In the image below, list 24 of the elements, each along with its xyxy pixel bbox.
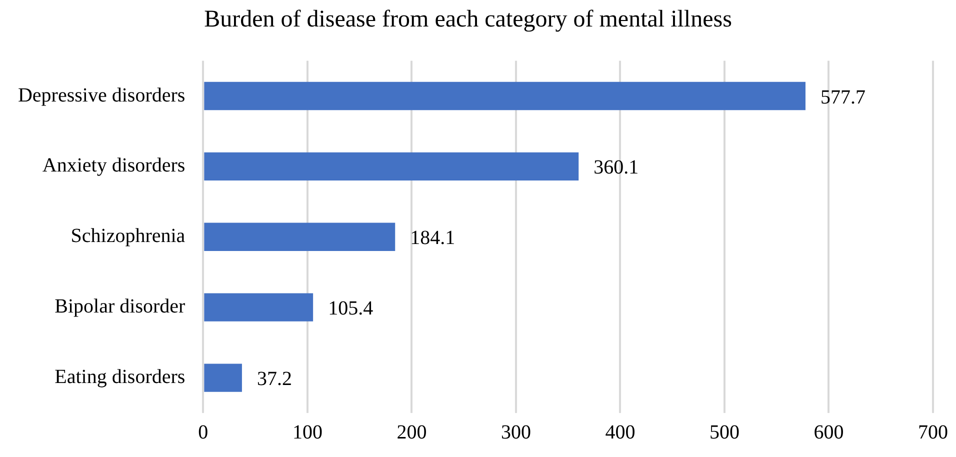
data-label: 360.1: [594, 156, 639, 179]
x-tick-label: 300: [500, 421, 531, 444]
x-tick-label: 200: [396, 421, 427, 444]
data-label: 577.7: [820, 86, 866, 108]
bar: [204, 222, 396, 251]
bar: [204, 152, 579, 181]
y-tick-label: Anxiety disorders: [42, 154, 186, 177]
x-tick-label: 400: [605, 421, 636, 444]
bar: [204, 364, 242, 392]
x-tick-label: 0: [198, 421, 208, 444]
data-label: 37.2: [256, 368, 292, 390]
x-tick-label: 100: [292, 421, 322, 444]
x-tick-label: 700: [918, 421, 948, 444]
y-tick-label: Bipolar disorder: [54, 296, 186, 318]
y-tick-label: Schizophrenia: [70, 225, 186, 248]
x-tick-label: 600: [814, 421, 844, 444]
bar: [204, 293, 314, 322]
chart-title: Burden of disease from each category of mental illness: [204, 6, 732, 33]
y-tick-label: Eating disorders: [54, 366, 186, 388]
data-label: 184.1: [410, 227, 456, 250]
x-tick-label: 500: [709, 421, 740, 444]
data-label: 105.4: [328, 298, 374, 320]
bar: [204, 82, 806, 110]
y-tick-label: Depressive disorders: [18, 84, 186, 106]
